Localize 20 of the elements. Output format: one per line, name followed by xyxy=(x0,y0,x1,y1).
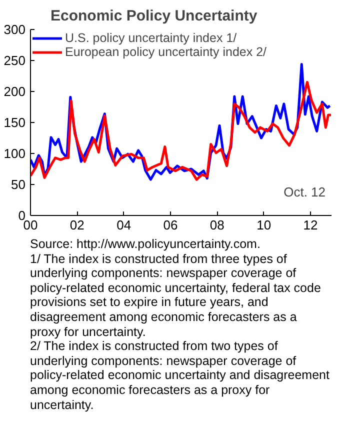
y-tick-label: 300 xyxy=(4,22,26,37)
text: 1/ The index is constructed from three types of underlying components: newspaper coverage of policy-related economic uncertainty, federal tax code provisions set to expire in future years, and disagreement among economic forecasters as a proxy for uncertainty. xyxy=(30,252,322,340)
y-tick-label: 150 xyxy=(4,115,26,130)
x-tick-label: 12 xyxy=(303,218,318,232)
y-tick-label: 50 xyxy=(11,177,26,192)
y-tick-label: 100 xyxy=(4,146,26,161)
annotation: Oct. 12 xyxy=(284,184,326,200)
source-note: Source: http://www.policyuncertainty.com. xyxy=(30,237,262,252)
text: 2/ The index is constructed from two types of underlying components: newspaper coverage of policy-related economic uncertainty and disagreement among economic forecasters as a proxy for uncertainty. xyxy=(30,339,330,412)
x-tick-label: 06 xyxy=(163,218,178,232)
y-tick-label: 250 xyxy=(4,53,26,68)
x-tick-label: 04 xyxy=(116,218,132,232)
y-tick-label: 200 xyxy=(4,84,26,99)
legend-label: U.S. policy uncertainty index 1/ xyxy=(65,31,237,45)
line-series xyxy=(30,80,332,181)
x-tick-label: 02 xyxy=(70,218,84,232)
chart-title: Economic Policy Uncertainty xyxy=(50,8,258,24)
x-tick-label: 10 xyxy=(256,218,272,232)
legend-label: European policy uncertainty index 2/ xyxy=(65,45,267,59)
x-tick-label: 08 xyxy=(210,218,224,232)
